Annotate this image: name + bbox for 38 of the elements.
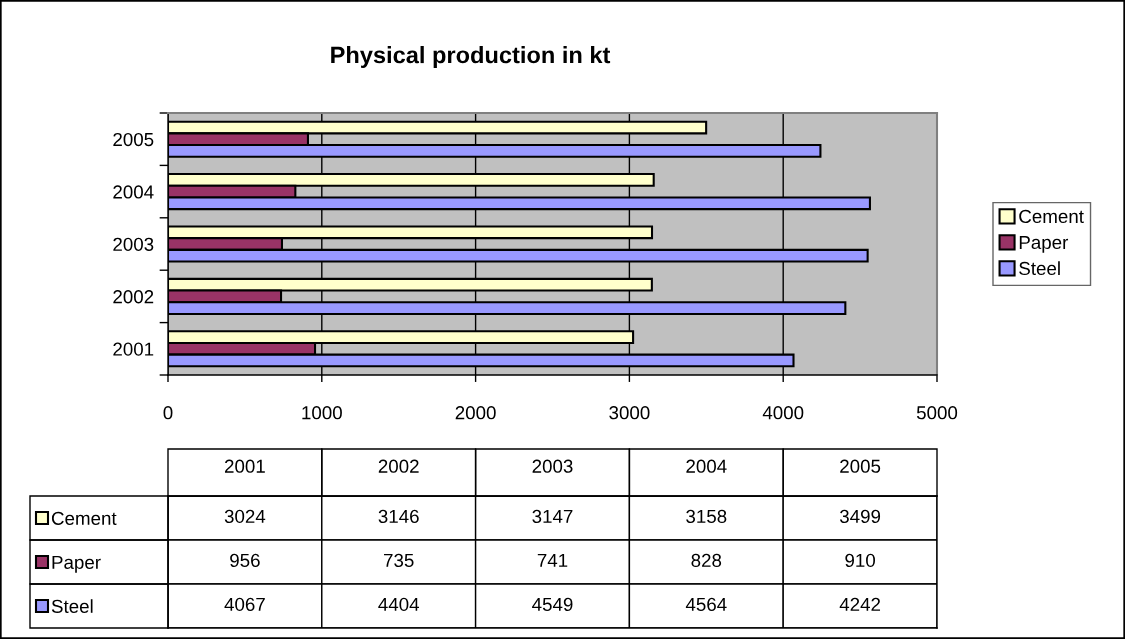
x-tick-label: 2004 (686, 459, 727, 473)
x-tick-label: 2000 (455, 406, 496, 420)
chart-title: Physical production in kt (331, 46, 611, 68)
y-tick-label: 2005 (113, 132, 154, 147)
y-tick-label: Steel (51, 599, 93, 613)
x-tick-label: 1000 (302, 406, 342, 420)
data-label: 735 (384, 553, 414, 568)
x-tick-label: 2001 (224, 459, 265, 473)
data-label: 910 (845, 553, 876, 568)
data-label: 741 (537, 553, 568, 567)
legend-label: Steel (1019, 261, 1060, 276)
data-label: 3147 (532, 509, 573, 524)
data-label: 4242 (839, 597, 881, 611)
y-tick-label: 2002 (113, 290, 154, 304)
data-label: 4404 (378, 597, 420, 612)
x-tick-label: 2003 (532, 459, 573, 473)
y-tick-label: 2001 (113, 342, 154, 356)
x-tick-label: 3000 (609, 406, 650, 420)
legend-label: Cement (1019, 209, 1084, 224)
data-label: 3499 (839, 509, 881, 524)
y-tick-label: 2003 (113, 237, 154, 251)
data-label: 3158 (686, 509, 727, 524)
y-tick-label: Cement (51, 511, 117, 525)
data-label: 828 (691, 553, 722, 568)
data-label: 4067 (224, 597, 265, 612)
data-label: 3024 (224, 509, 266, 524)
x-tick-label: 2005 (840, 459, 881, 473)
x-tick-label: 0 (163, 406, 173, 420)
data-label: 4564 (685, 597, 727, 612)
x-tick-label: 4000 (762, 406, 804, 420)
y-tick-label: Paper (52, 555, 101, 573)
data-label: 956 (230, 553, 260, 568)
y-tick-label: 2004 (113, 185, 154, 199)
legend-label: Paper (1019, 236, 1069, 253)
x-tick-label: 2002 (378, 459, 419, 473)
data-label: 3146 (378, 509, 419, 524)
x-tick-label: 5000 (916, 406, 958, 420)
data-label: 4549 (532, 597, 573, 612)
